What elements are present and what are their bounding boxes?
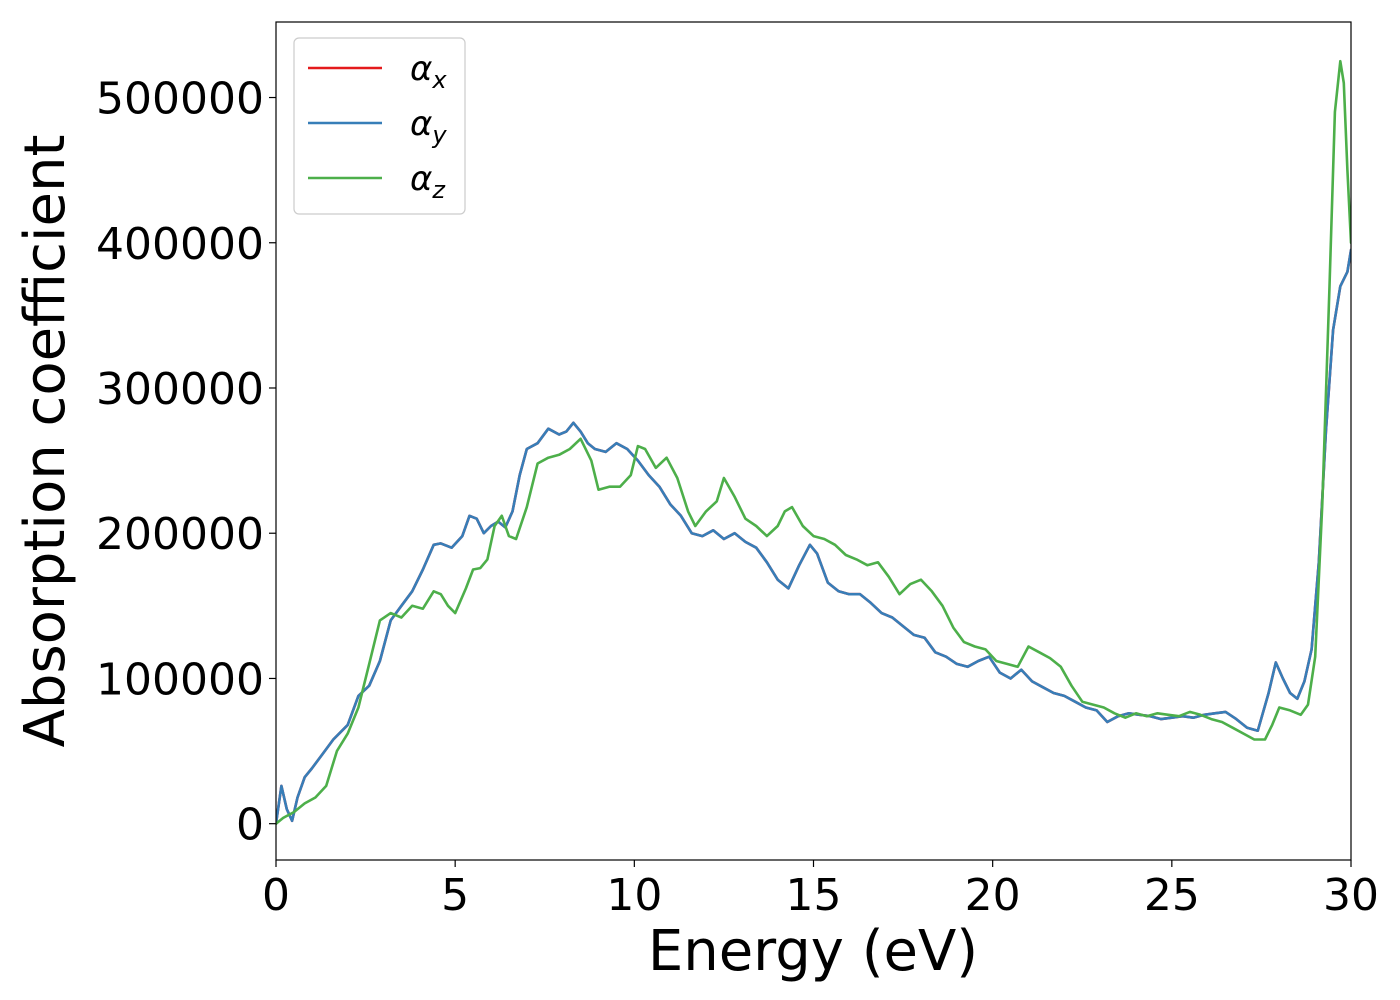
y-axis-title: Absorption coefficient bbox=[13, 135, 78, 748]
y-tick-label: 400000 bbox=[96, 219, 264, 270]
x-tick-label: 30 bbox=[1323, 870, 1379, 921]
y-axis: 0 100000 200000 300000 400000 500000 bbox=[96, 74, 276, 851]
series-lines bbox=[276, 59, 1351, 826]
legend: αx αy αz bbox=[293, 37, 466, 215]
x-tick-label: 0 bbox=[262, 870, 290, 921]
series-line-z bbox=[276, 59, 1351, 826]
x-tick-label: 20 bbox=[965, 870, 1021, 921]
legend-label-y: αy bbox=[410, 104, 447, 149]
y-tick-label: 100000 bbox=[96, 654, 264, 705]
x-tick-label: 25 bbox=[1144, 870, 1200, 921]
y-tick-label: 0 bbox=[236, 800, 264, 851]
legend-box bbox=[293, 37, 466, 215]
x-axis: 0 5 10 15 20 25 30 bbox=[262, 860, 1379, 921]
legend-label-z: αz bbox=[410, 159, 446, 204]
y-tick-label: 500000 bbox=[96, 74, 264, 125]
legend-label-x: αx bbox=[410, 49, 447, 94]
x-tick-label: 15 bbox=[786, 870, 842, 921]
y-tick-label: 300000 bbox=[96, 364, 264, 415]
y-tick-label: 200000 bbox=[96, 509, 264, 560]
x-tick-label: 5 bbox=[441, 870, 469, 921]
x-axis-title: Energy (eV) bbox=[648, 919, 978, 984]
x-tick-label: 10 bbox=[606, 870, 662, 921]
series-line-y bbox=[276, 248, 1351, 826]
